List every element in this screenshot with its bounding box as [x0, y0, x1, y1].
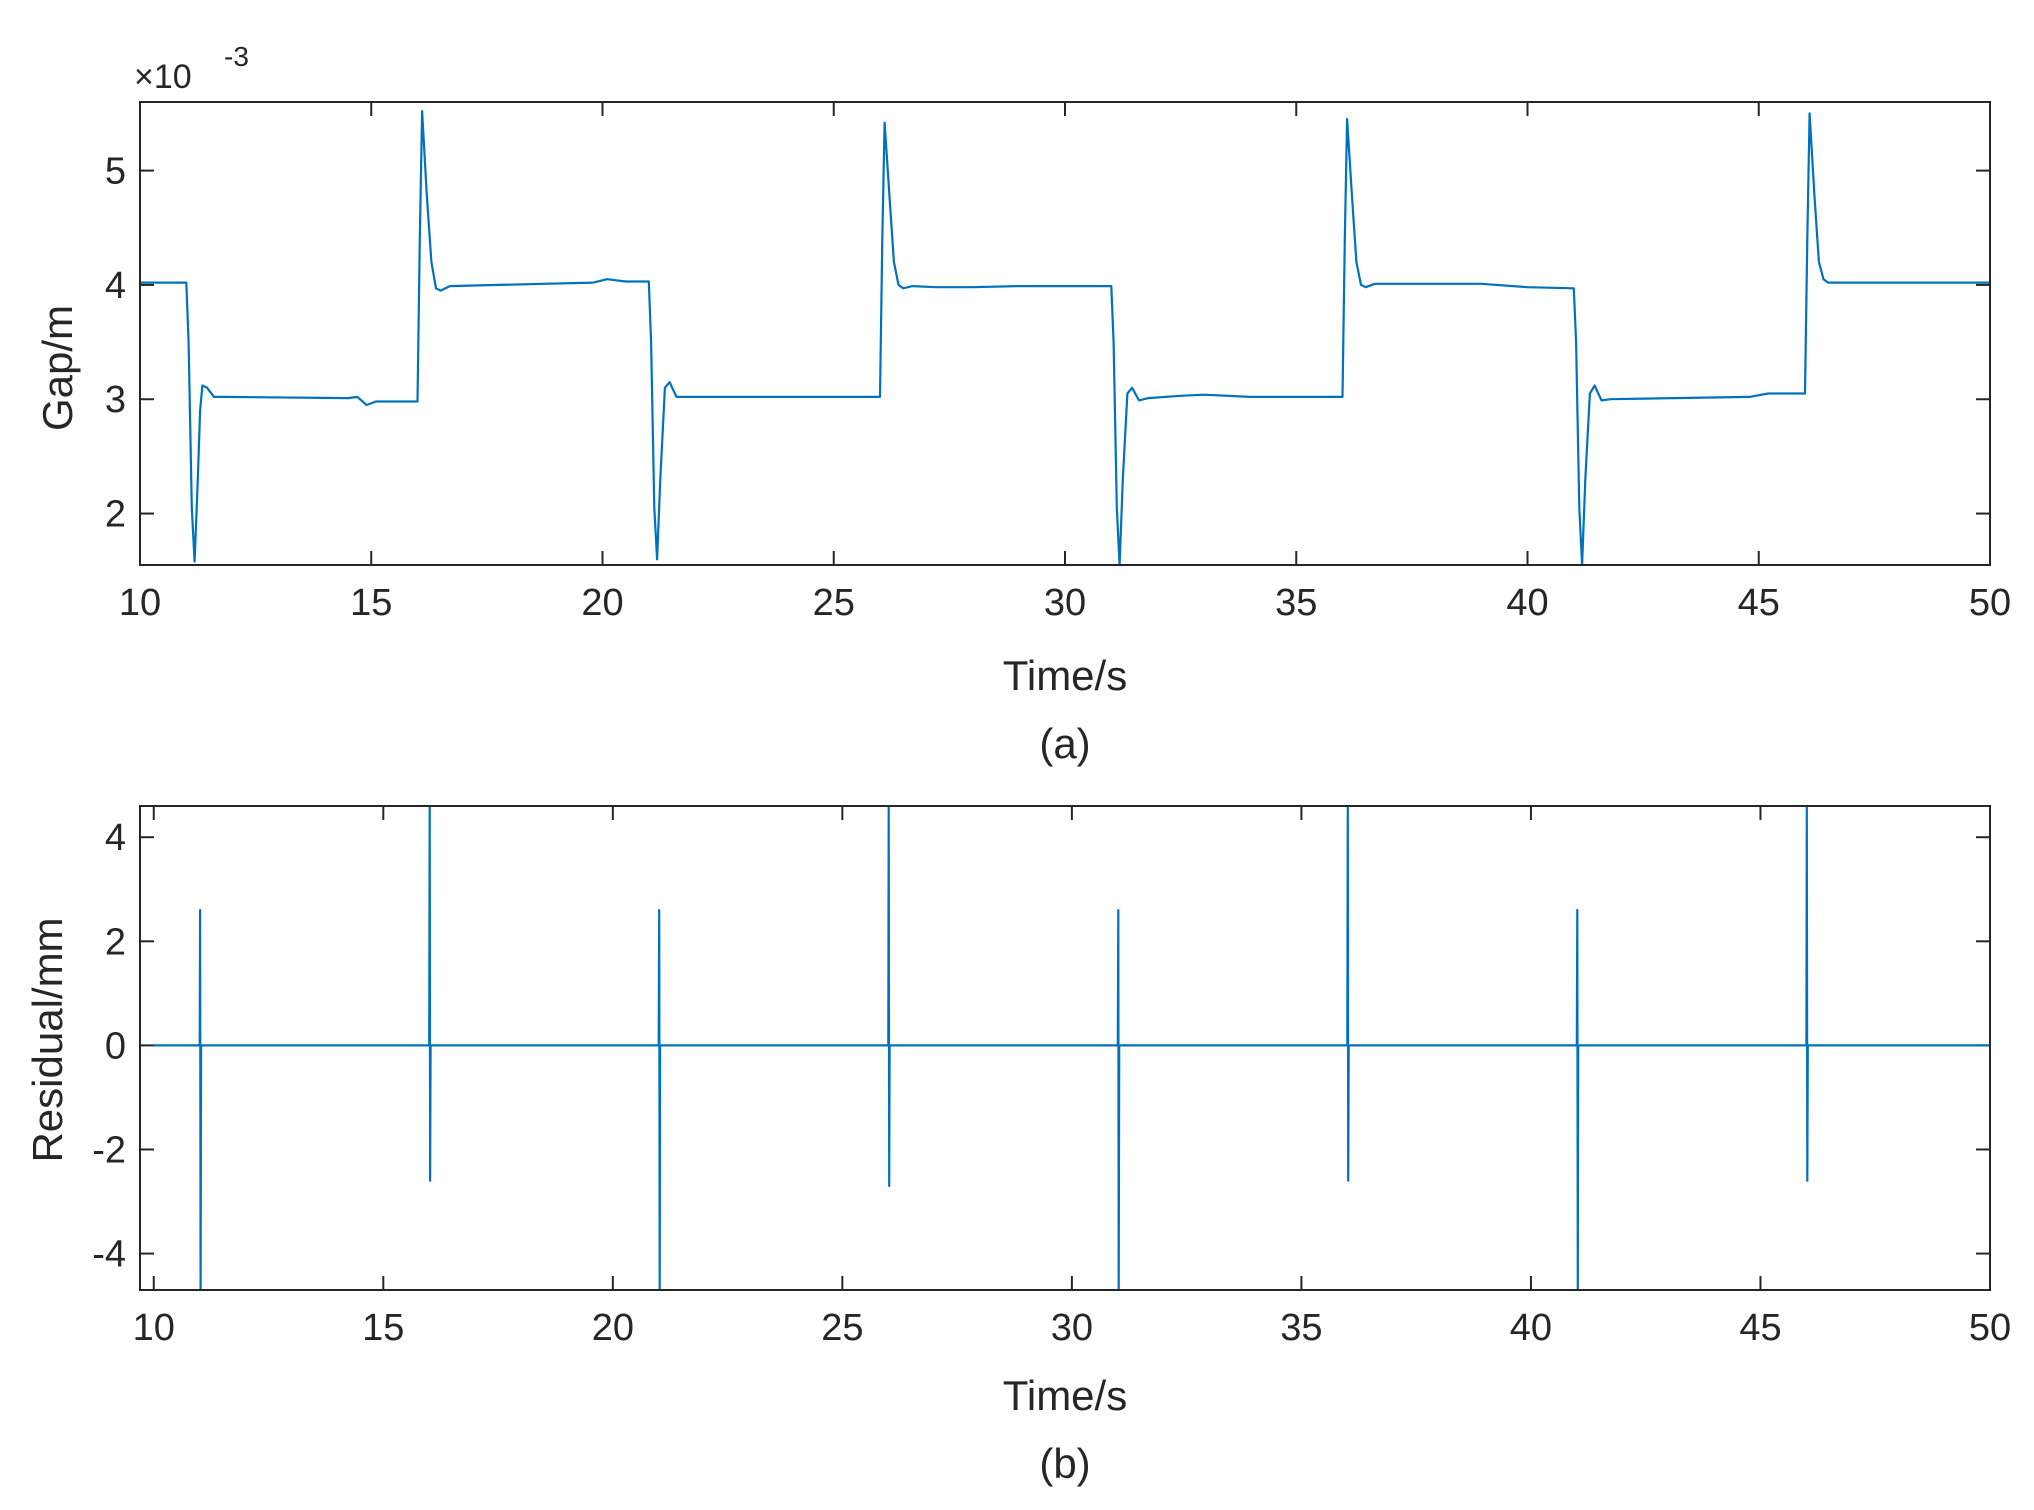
panel-b-caption: (b) [1039, 1440, 1090, 1487]
y-tick-label: 3 [105, 379, 126, 421]
y-tick-label: 4 [105, 817, 126, 859]
panel-b-series [153, 806, 1990, 1290]
panel-b-x-axis-label: Time/s [1003, 1372, 1127, 1419]
series-line [153, 806, 1990, 1290]
x-tick-label: 20 [592, 1307, 634, 1349]
panel-a-series [140, 110, 1990, 565]
x-tick-label: 30 [1051, 1307, 1093, 1349]
y-tick-label: 2 [105, 921, 126, 963]
x-tick-label: 30 [1044, 582, 1086, 624]
panel-a-plot-frame [139, 101, 1991, 566]
series-line [140, 110, 1990, 565]
y-tick-label: 5 [105, 151, 126, 193]
panel-a-exponent-base: ×10 [134, 58, 192, 96]
x-tick-label: 40 [1506, 582, 1548, 624]
x-tick-label: 35 [1275, 582, 1317, 624]
x-tick-label: 20 [581, 582, 623, 624]
x-tick-label: 50 [1969, 1307, 2011, 1349]
panel-b-ticks: 10 15 20 25 30 35 40 45 50 -4 -2 0 2 4 [92, 806, 2011, 1349]
y-tick-label: -4 [92, 1234, 126, 1276]
x-tick-label: 45 [1738, 582, 1780, 624]
x-tick-label: 15 [362, 1307, 404, 1349]
y-tick-label: -2 [92, 1129, 126, 1171]
x-tick-label: 10 [133, 1307, 175, 1349]
x-tick-label: 15 [350, 582, 392, 624]
y-tick-label: 2 [105, 494, 126, 536]
panel-b-y-axis-label: Residual/mm [24, 917, 71, 1162]
panel-a-exponent-power: -3 [224, 41, 249, 72]
panel-b-plot-frame [139, 805, 1991, 1291]
x-tick-label: 35 [1280, 1307, 1322, 1349]
panel-a-x-axis-label: Time/s [1003, 652, 1127, 699]
x-tick-label: 25 [821, 1307, 863, 1349]
panel-a-caption: (a) [1039, 720, 1090, 767]
x-tick-label: 25 [813, 582, 855, 624]
y-tick-label: 4 [105, 265, 126, 307]
x-tick-label: 10 [119, 582, 161, 624]
x-tick-label: 50 [1969, 582, 2011, 624]
panel-a-y-axis-label: Gap/m [34, 305, 81, 431]
y-tick-label: 0 [105, 1025, 126, 1067]
x-tick-label: 40 [1510, 1307, 1552, 1349]
x-tick-label: 45 [1739, 1307, 1781, 1349]
panel-b-residual-chart: 10 15 20 25 30 35 40 45 50 -4 -2 0 2 4 Time/s Residua… [24, 805, 2011, 1487]
